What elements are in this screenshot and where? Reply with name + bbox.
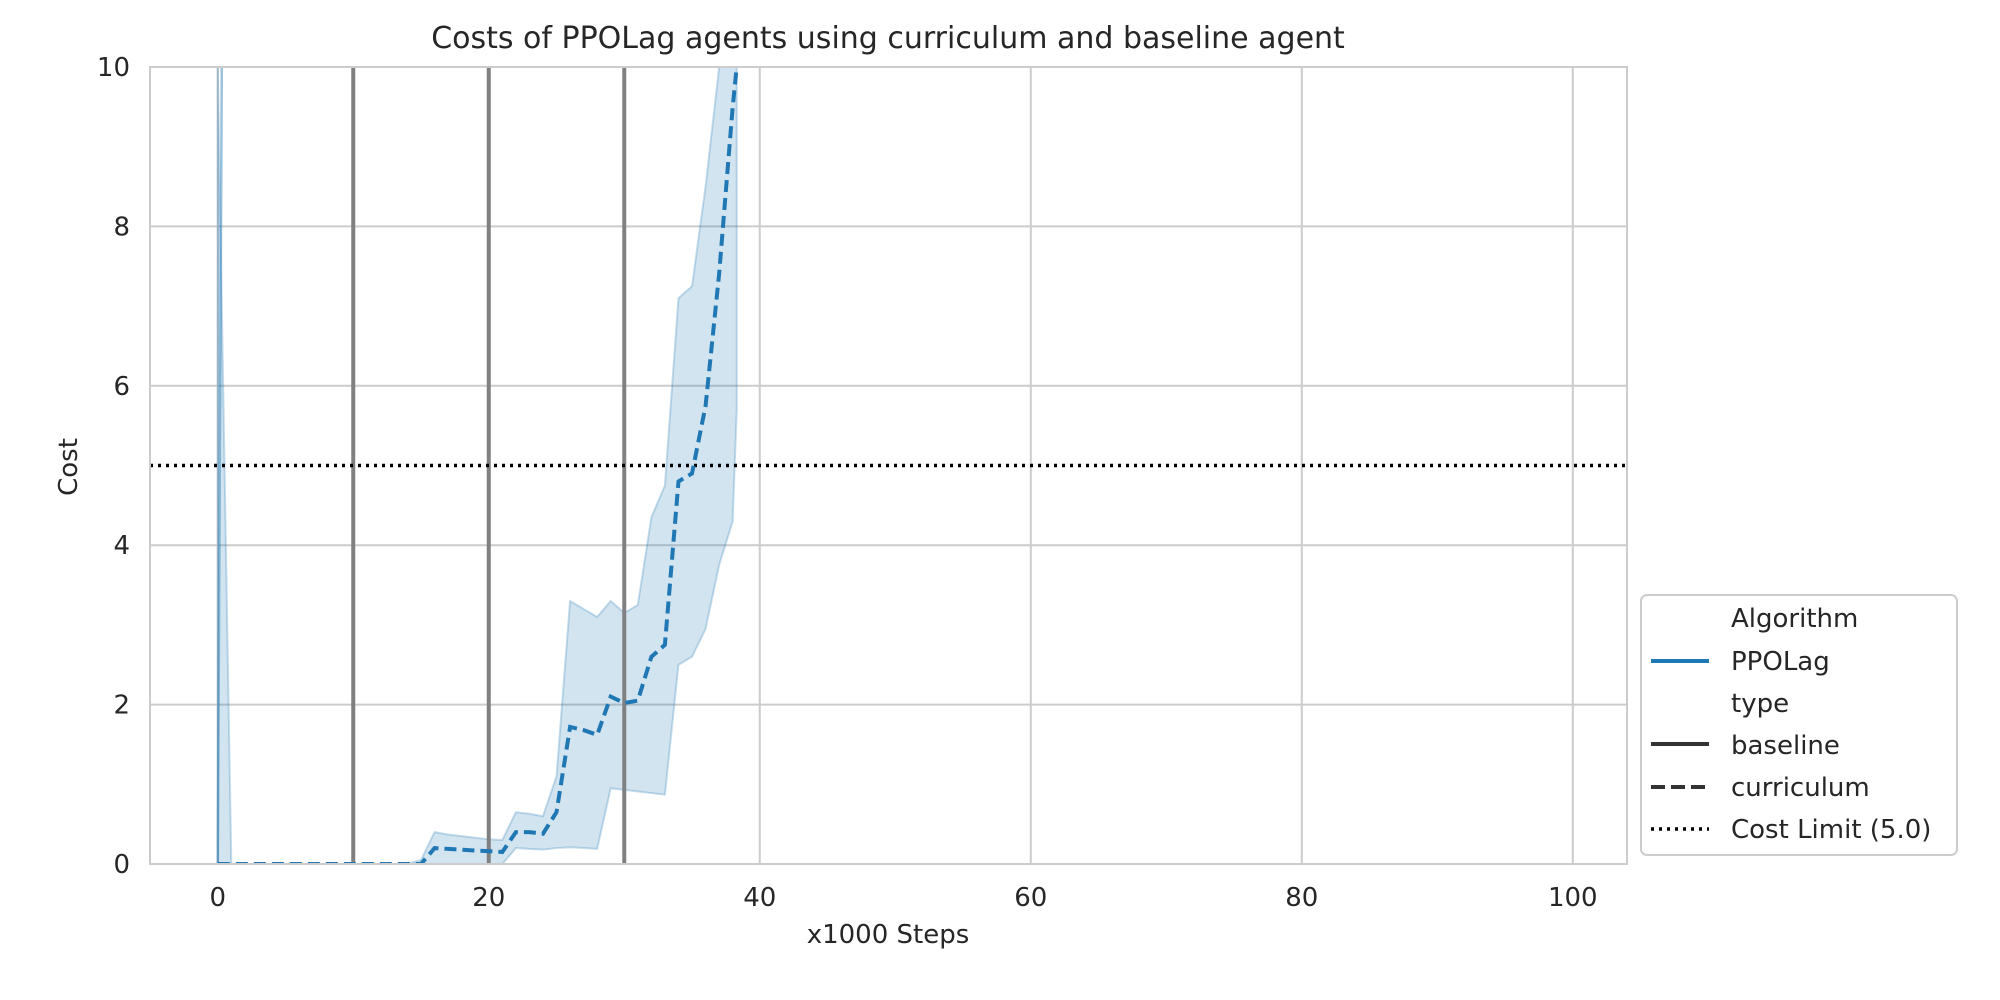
curriculum-confidence-band — [216, 67, 738, 864]
plot-frame — [149, 66, 1628, 865]
legend-header-algorithm: Algorithm — [1731, 604, 1858, 634]
series-line-curriculum — [217, 67, 739, 864]
y-tick-label: 10 — [97, 53, 130, 83]
x-tick-labels: 0 20 40 60 80 100 — [209, 883, 1597, 913]
legend-entry-curriculum: curriculum — [1731, 773, 1870, 803]
y-axis-label: Cost — [54, 438, 84, 496]
x-axis-label: x1000 Steps — [807, 920, 970, 950]
legend-entry-ppolag: PPOLag — [1731, 647, 1830, 677]
legend-box — [1640, 594, 1958, 856]
x-tick-label: 100 — [1548, 883, 1598, 913]
x-tick-label: 0 — [209, 883, 226, 913]
chart-title: Costs of PPOLag agents using curriculum … — [431, 21, 1345, 56]
legend-header-type: type — [1731, 689, 1789, 719]
x-tick-label: 60 — [1014, 883, 1047, 913]
legend-entry-cost-limit: Cost Limit (5.0) — [1731, 815, 1931, 845]
x-tick-label: 80 — [1285, 883, 1318, 913]
y-tick-label: 2 — [113, 691, 130, 721]
legend: Algorithm PPOLag type baseline curriculu… — [1640, 594, 1958, 856]
x-tick-label: 20 — [472, 883, 505, 913]
series-line-baseline — [216, 67, 224, 864]
legend-entry-baseline: baseline — [1731, 731, 1840, 761]
plot-area — [149, 66, 1628, 865]
series-layer — [216, 67, 739, 864]
y-tick-label: 6 — [113, 372, 130, 402]
confidence-band-layer — [216, 67, 738, 864]
y-tick-label: 8 — [113, 212, 130, 242]
y-tick-label: 0 — [113, 850, 130, 880]
y-tick-label: 4 — [113, 531, 130, 561]
x-tick-label: 40 — [743, 883, 776, 913]
y-tick-labels: 0 2 4 6 8 10 — [97, 53, 130, 880]
